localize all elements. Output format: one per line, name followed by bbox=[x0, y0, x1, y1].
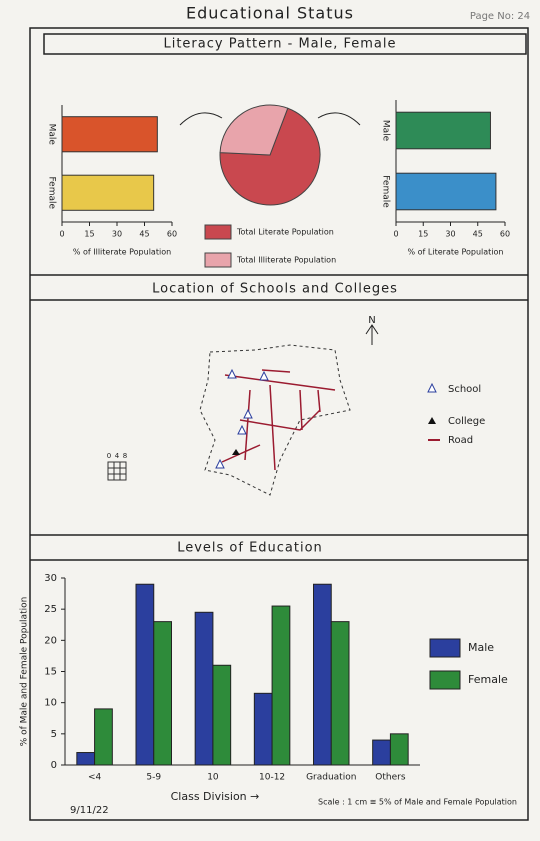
bar bbox=[389, 733, 409, 766]
arrow bbox=[179, 112, 223, 126]
category-label: Female bbox=[381, 175, 391, 208]
map bbox=[107, 324, 440, 496]
bar bbox=[212, 664, 232, 766]
scale-label: 8 bbox=[123, 452, 127, 460]
y-tick-label: 25 bbox=[44, 604, 57, 615]
category-label: Female bbox=[47, 176, 57, 209]
pie-slice bbox=[219, 104, 289, 156]
bar bbox=[395, 172, 497, 211]
legend-swatch bbox=[204, 224, 232, 240]
x-axis-label: Class Division → bbox=[171, 790, 260, 803]
bar bbox=[94, 708, 113, 766]
x-tick-label: 5-9 bbox=[146, 773, 161, 783]
bar bbox=[330, 621, 350, 766]
x-tick-label: 60 bbox=[167, 230, 177, 239]
section-title: Literacy Pattern - Male, Female bbox=[163, 37, 396, 52]
legend-label: Female bbox=[468, 673, 508, 686]
legend-swatch bbox=[429, 670, 461, 690]
x-tick-label: 10 bbox=[207, 773, 219, 783]
legend-label: College bbox=[448, 416, 485, 427]
x-tick-label: Graduation bbox=[306, 773, 356, 783]
signature: 9/11/22 bbox=[70, 805, 109, 816]
north-label: N bbox=[368, 315, 375, 326]
y-tick-label: 0 bbox=[51, 760, 57, 771]
page-title: Educational Status bbox=[186, 4, 354, 23]
y-tick-label: 5 bbox=[51, 729, 57, 740]
x-tick-label: 15 bbox=[84, 230, 94, 239]
section-title: Location of Schools and Colleges bbox=[152, 282, 398, 297]
legend-swatch bbox=[204, 252, 232, 268]
x-tick-label: <4 bbox=[88, 773, 102, 783]
legend-label: Road bbox=[448, 435, 473, 446]
category-label: Male bbox=[381, 120, 391, 142]
legend-label: Total Literate Population bbox=[236, 228, 334, 237]
x-tick-label: 30 bbox=[445, 230, 455, 239]
category-label: Male bbox=[47, 124, 57, 146]
bar bbox=[271, 605, 291, 766]
legend-swatch bbox=[429, 638, 461, 658]
bar bbox=[395, 111, 491, 150]
frames bbox=[29, 27, 529, 821]
y-axis-label: % of Male and Female Population bbox=[20, 597, 30, 747]
y-tick-label: 30 bbox=[44, 573, 57, 584]
bar bbox=[61, 174, 155, 211]
arrow bbox=[317, 112, 361, 126]
legend-label: School bbox=[448, 384, 481, 395]
bar bbox=[372, 739, 391, 766]
section-title: Levels of Education bbox=[177, 541, 323, 556]
bar bbox=[253, 692, 273, 766]
x-axis-label: % of Illiterate Population bbox=[73, 248, 171, 257]
note: Scale : 1 cm ≅ 5% of Male and Female Pop… bbox=[318, 798, 517, 807]
bar bbox=[61, 116, 158, 153]
x-tick-label: 10-12 bbox=[259, 773, 285, 783]
x-tick-label: 15 bbox=[418, 230, 428, 239]
scale-label: 4 bbox=[115, 452, 120, 460]
legend-label: Male bbox=[468, 641, 494, 654]
scale-label: 0 bbox=[107, 452, 111, 460]
x-tick-label: Others bbox=[375, 773, 406, 783]
x-tick-label: 0 bbox=[393, 230, 398, 239]
x-tick-label: 30 bbox=[112, 230, 122, 239]
bar bbox=[194, 611, 214, 766]
x-tick-label: 45 bbox=[139, 230, 149, 239]
y-tick-label: 20 bbox=[44, 635, 57, 646]
x-tick-label: 60 bbox=[500, 230, 510, 239]
y-tick-label: 15 bbox=[44, 667, 57, 678]
bar bbox=[76, 752, 96, 766]
pie-slice bbox=[219, 107, 321, 206]
legend-label: Total Illiterate Population bbox=[236, 256, 336, 265]
y-tick-label: 10 bbox=[44, 698, 57, 709]
x-axis-label: % of Literate Population bbox=[408, 248, 504, 257]
bar bbox=[313, 583, 332, 766]
bar bbox=[153, 621, 172, 766]
x-tick-label: 0 bbox=[59, 230, 64, 239]
x-tick-label: 45 bbox=[473, 230, 483, 239]
bar bbox=[135, 583, 155, 766]
page-number: Page No: 24 bbox=[470, 11, 530, 22]
